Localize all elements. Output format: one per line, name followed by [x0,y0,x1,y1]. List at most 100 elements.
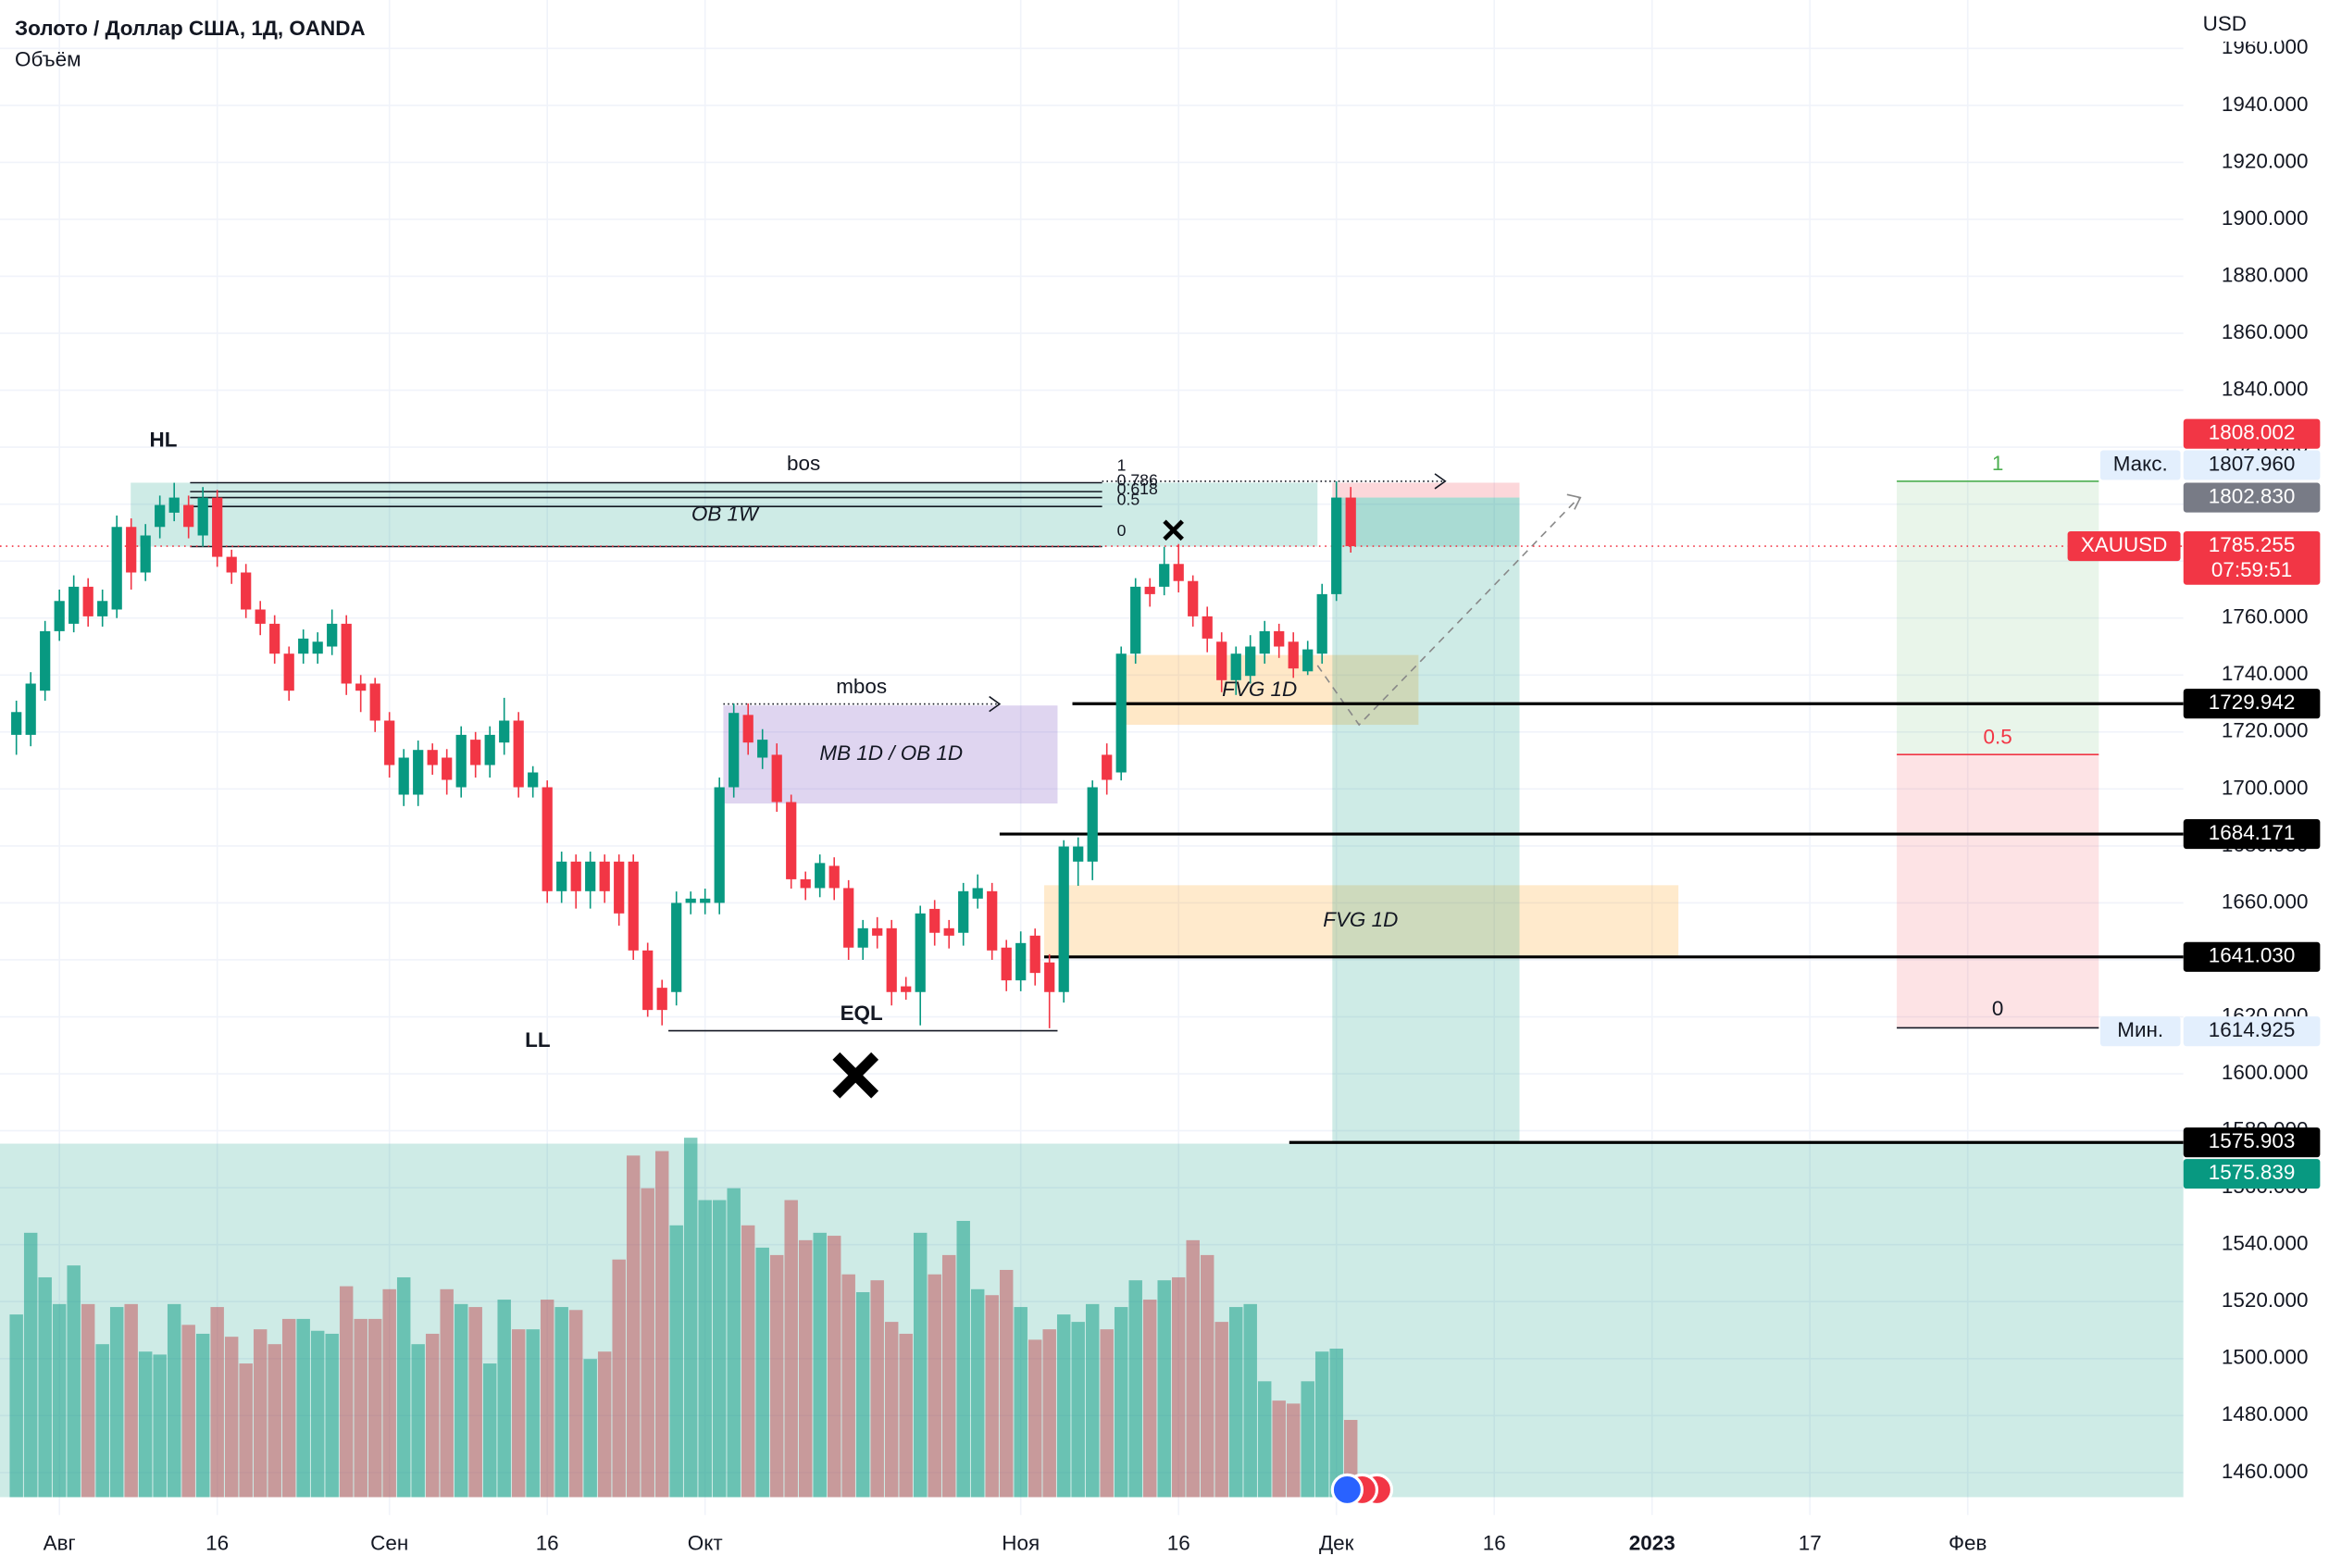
candle-body [398,757,409,795]
price-label: 1729.942 [2209,691,2296,714]
volume-bar [999,1269,1014,1498]
volume-bar [1114,1307,1128,1498]
candle-body [542,787,553,891]
candle-body [958,890,969,933]
price-badge [2183,418,2321,449]
x-tick-label: 16 [1483,1532,1506,1555]
volume-bar [928,1274,941,1498]
overlays [0,473,2184,1507]
candle-body [915,913,926,992]
volume-bar [325,1333,339,1498]
candle-body [1302,649,1314,672]
volume-bar [941,1254,956,1498]
candle-body [68,586,80,624]
volume-bar [124,1303,138,1498]
volume-bar [1214,1322,1228,1498]
y-tick-label: 1720.000 [2222,719,2309,742]
volume-bar [396,1276,411,1498]
volume-bar [268,1344,281,1498]
tag-label: Макс. [2113,452,2168,475]
arrow [1566,493,1582,510]
candle-body [1001,947,1012,981]
volume-bar [1085,1303,1100,1498]
level-label: 0 [1992,997,2004,1020]
candle-body [628,861,639,951]
candle-body [126,527,137,573]
candle-body [656,988,667,1011]
candle-body [1115,653,1127,773]
candle-body [700,898,711,903]
candle-body [729,713,740,788]
candle-body [455,734,467,788]
y-tick-label: 1740.000 [2222,662,2309,685]
y-tick-label: 1540.000 [2222,1232,2309,1255]
volume-bar [210,1307,224,1498]
candle-body [1173,564,1184,581]
fvg-zone [1044,885,1679,957]
arrow [989,695,1002,713]
volume-bar [970,1288,985,1498]
volume-bar [511,1329,526,1498]
x-tick-label: 16 [536,1532,559,1555]
x-tick-label: Ноя [1002,1532,1040,1555]
volume-bar [540,1300,554,1498]
x-mark [1163,519,1184,541]
volume-bar [482,1363,497,1498]
fib-zone [1897,754,2099,1028]
y-tick-label: 1940.000 [2222,93,2309,116]
candle-body [298,638,309,654]
candle-body [442,757,453,780]
volume-bar [568,1310,583,1498]
price-badge [2183,1159,2321,1189]
label: LL [525,1028,551,1052]
y-tick-label: 1840.000 [2222,378,2309,401]
candle-body [1216,641,1227,680]
price-label: 1807.960 [2209,452,2296,475]
candle-body [614,861,625,914]
volume-bar [899,1333,913,1498]
candle-body [828,865,840,889]
volume-bar [884,1322,899,1498]
candle-body [427,750,438,765]
candle-body [1230,653,1241,680]
price-badge [2183,1127,2321,1158]
candle-body [183,504,194,528]
x-tick-label: Дек [1319,1532,1354,1555]
volume-bar [1142,1300,1157,1498]
candle-body [1102,754,1113,780]
volume-bar [138,1351,153,1498]
volume-bar [755,1247,769,1498]
x-tick-label: 17 [1799,1532,1822,1555]
y-tick-label: 1880.000 [2222,263,2309,286]
fib-label: 0.618 [1117,479,1158,498]
x-tick-label: 16 [1167,1532,1190,1555]
volume-bar [626,1155,641,1498]
candle-body [685,898,696,903]
candle-body [255,609,266,624]
volume-bar [597,1351,612,1498]
candle-body [241,572,252,610]
tag-label: Мин. [2117,1018,2163,1041]
volume-bar [554,1307,568,1498]
candle-body [111,527,122,610]
label: FVG 1D [1323,908,1398,931]
candle-body [857,927,868,948]
annotations: HL bos OB 1W 1 0.786 0.618 0.5 0 mbos MB… [150,429,2012,1052]
candle-body [943,927,954,936]
y-tick-label: 1700.000 [2222,776,2309,799]
price-badge [2183,819,2321,850]
candle-body [714,787,725,903]
candle-body [1073,846,1084,862]
volume-bar [1228,1307,1243,1498]
candle-body [269,623,280,654]
candle-body [786,802,797,879]
candle-body [1044,962,1055,992]
candle-body [369,683,380,721]
price-badge [2183,530,2321,585]
candle-body [1316,593,1327,654]
candle-body [1245,646,1256,677]
candle-body [1331,497,1342,594]
candle-body [341,623,352,684]
fib-label: 0 [1117,521,1127,540]
candle-body [197,497,208,536]
